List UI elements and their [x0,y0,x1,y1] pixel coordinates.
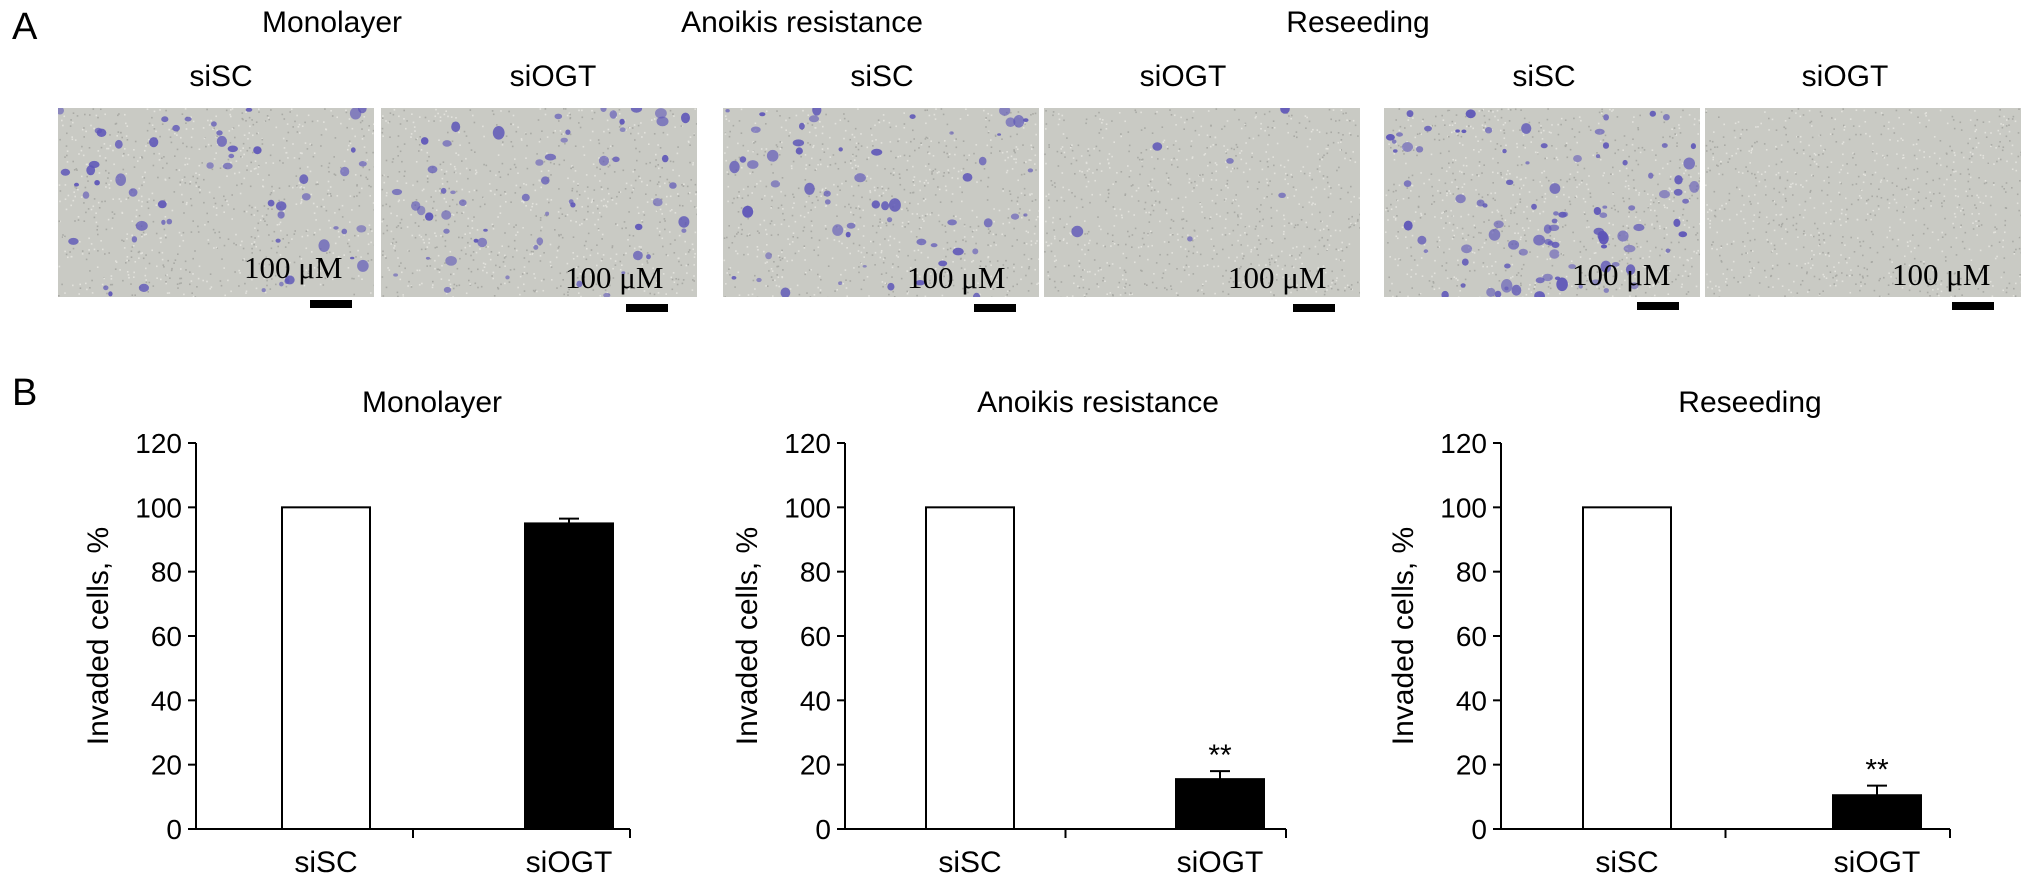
scale-bar [1952,302,1994,310]
bar-sisc [1582,506,1672,830]
bar-sisc [925,506,1015,830]
x-tick-label: siSC [1595,846,1658,879]
bar-siogt [1175,778,1265,830]
micrograph-anoikis-siogt [1044,108,1360,297]
scale-bar-label: 100 μM [565,260,664,295]
y-tick-label: 60 [800,621,831,652]
x-tick-label: siOGT [1177,846,1264,879]
scale-bar-label: 100 μM [1572,257,1671,292]
scale-bar [1293,304,1335,312]
y-tick-label: 120 [135,428,182,459]
x-tick-label: siOGT [1834,846,1921,879]
micrograph-monolayer-siogt [381,108,697,297]
scale-bar [974,304,1016,312]
y-tick-label: 120 [784,428,831,459]
y-tick-label: 60 [1456,621,1487,652]
micrograph-reseeding-sisc [1384,108,1700,297]
y-tick-label: 120 [1440,428,1487,459]
y-tick-label: 60 [151,621,182,652]
bar-siogt [1832,794,1922,830]
condition-label: siSC [1512,60,1576,93]
x-tick-label: siSC [294,846,357,879]
scale-bar-label: 100 μM [1228,260,1327,295]
panel-a-label: A [12,6,38,48]
group-title-anoikis-resistance: Anoikis resistance [681,6,923,39]
scale-bar-label: 100 μM [1892,257,1991,292]
chart-title: Anoikis resistance [977,386,1219,419]
significance-marker: ** [1208,739,1232,772]
y-tick-label: 100 [1440,492,1487,523]
scale-bar [626,304,668,312]
condition-label: siSC [189,60,253,93]
y-axis-label: Invaded cells, % [1387,527,1420,745]
condition-label: siOGT [509,60,597,93]
y-tick-label: 80 [800,557,831,588]
x-tick-label: siOGT [526,846,613,879]
micrograph-monolayer-sisc [58,108,374,297]
condition-label: siOGT [1801,60,1889,93]
y-tick-label: 100 [784,492,831,523]
x-tick-label: siSC [938,846,1001,879]
micrograph-reseeding-siogt [1705,108,2021,297]
y-axis-label: Invaded cells, % [731,527,764,745]
condition-label: siSC [850,60,914,93]
y-tick-label: 0 [1471,814,1487,845]
y-tick-label: 100 [135,492,182,523]
condition-label: siOGT [1139,60,1227,93]
y-tick-label: 20 [1456,750,1487,781]
group-title-monolayer: Monolayer [261,6,403,39]
y-tick-label: 0 [166,814,182,845]
panel-b-label: B [12,372,38,414]
scale-bar [310,300,352,308]
significance-marker: ** [1865,754,1889,787]
y-tick-label: 80 [1456,557,1487,588]
y-tick-label: 80 [151,557,182,588]
y-tick-label: 40 [800,685,831,716]
y-tick-label: 0 [815,814,831,845]
scale-bar-label: 100 μM [907,260,1006,295]
bar-sisc [281,506,371,830]
group-title-reseeding: Reseeding [1286,6,1430,39]
chart-title: Monolayer [362,386,502,419]
y-tick-label: 40 [1456,685,1487,716]
bar-siogt [524,522,614,831]
y-tick-label: 20 [151,750,182,781]
y-tick-label: 20 [800,750,831,781]
micrograph-anoikis-sisc [723,108,1039,297]
y-axis-label: Invaded cells, % [82,527,115,745]
chart-title: Reseeding [1678,386,1821,419]
scale-bar [1637,302,1679,310]
scale-bar-label: 100 μM [244,250,343,285]
y-tick-label: 40 [151,685,182,716]
